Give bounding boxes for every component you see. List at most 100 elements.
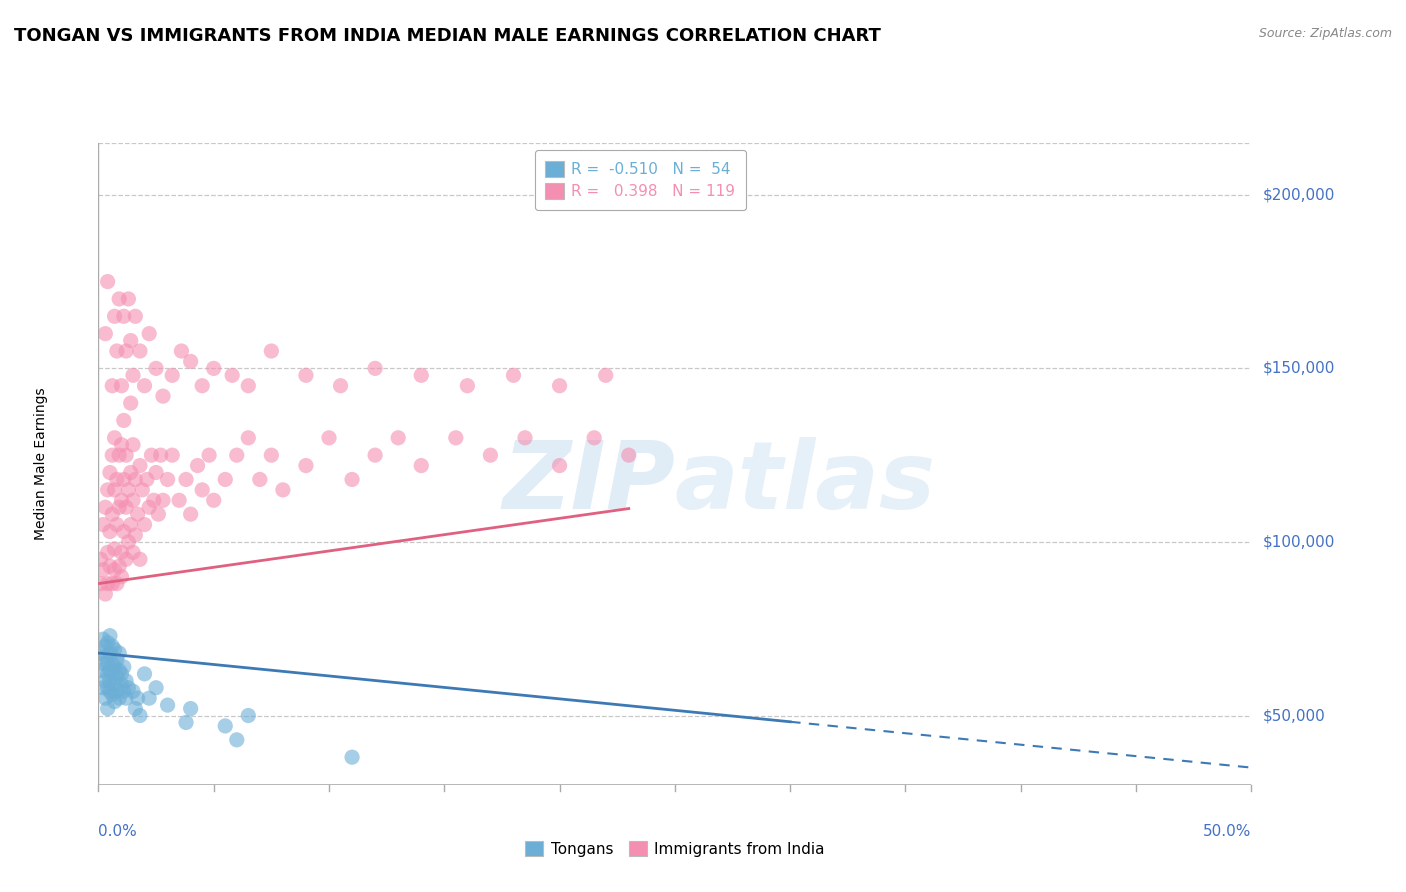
Point — [98, 559, 121, 574]
Point — [134, 517, 156, 532]
Point — [115, 500, 138, 515]
Point — [129, 552, 152, 566]
Point — [103, 677, 125, 691]
Point — [122, 493, 145, 508]
Point — [94, 587, 117, 601]
Point — [129, 708, 152, 723]
Point — [120, 466, 142, 480]
Point — [90, 646, 112, 660]
Point — [411, 458, 433, 473]
Text: $200,000: $200,000 — [1263, 187, 1334, 202]
Point — [108, 448, 131, 462]
Point — [145, 681, 167, 695]
Point — [134, 666, 156, 681]
Point — [97, 483, 120, 497]
Point — [122, 368, 145, 383]
Legend: Tongans, Immigrants from India: Tongans, Immigrants from India — [515, 830, 835, 867]
Point — [198, 448, 221, 462]
Point — [364, 361, 387, 376]
Point — [110, 493, 132, 508]
Point — [548, 458, 571, 473]
Point — [103, 563, 125, 577]
Point — [180, 354, 202, 368]
Point — [249, 473, 271, 487]
Point — [117, 535, 139, 549]
Point — [180, 701, 202, 715]
Point — [101, 507, 124, 521]
Point — [112, 413, 135, 427]
Point — [101, 576, 124, 591]
Point — [502, 368, 524, 383]
Point — [103, 695, 125, 709]
Point — [238, 708, 260, 723]
Point — [174, 473, 197, 487]
Point — [115, 448, 138, 462]
Point — [94, 500, 117, 515]
Point — [90, 576, 112, 591]
Point — [513, 431, 536, 445]
Point — [191, 378, 214, 392]
Point — [260, 344, 283, 359]
Point — [117, 292, 139, 306]
Point — [105, 473, 128, 487]
Point — [90, 552, 112, 566]
Point — [108, 559, 131, 574]
Point — [411, 368, 433, 383]
Point — [110, 677, 132, 691]
Point — [329, 378, 352, 392]
Point — [103, 660, 125, 674]
Point — [124, 528, 146, 542]
Point — [108, 500, 131, 515]
Point — [97, 666, 120, 681]
Point — [94, 649, 117, 664]
Point — [98, 673, 121, 688]
Text: $50,000: $50,000 — [1263, 708, 1326, 723]
Point — [115, 673, 138, 688]
Point — [94, 673, 117, 688]
Point — [160, 368, 183, 383]
Point — [295, 368, 318, 383]
Point — [101, 448, 124, 462]
Point — [94, 691, 117, 706]
Point — [112, 524, 135, 539]
Point — [131, 483, 153, 497]
Text: $150,000: $150,000 — [1263, 361, 1334, 376]
Point — [112, 310, 135, 324]
Point — [134, 378, 156, 392]
Point — [101, 657, 124, 671]
Point — [145, 466, 167, 480]
Point — [129, 458, 152, 473]
Point — [191, 483, 214, 497]
Point — [112, 473, 135, 487]
Point — [112, 660, 135, 674]
Point — [187, 458, 209, 473]
Point — [112, 684, 135, 698]
Point — [94, 639, 117, 653]
Point — [110, 545, 132, 559]
Point — [238, 378, 260, 392]
Point — [105, 684, 128, 698]
Point — [110, 666, 132, 681]
Text: $100,000: $100,000 — [1263, 534, 1334, 549]
Point — [167, 493, 190, 508]
Point — [149, 448, 172, 462]
Point — [91, 657, 114, 671]
Point — [91, 632, 114, 647]
Point — [120, 517, 142, 532]
Text: ZIP: ZIP — [502, 437, 675, 529]
Point — [97, 635, 120, 649]
Point — [138, 500, 160, 515]
Point — [97, 576, 120, 591]
Point — [152, 493, 174, 508]
Point — [115, 344, 138, 359]
Point — [124, 701, 146, 715]
Point — [127, 507, 149, 521]
Point — [202, 493, 225, 508]
Point — [105, 344, 128, 359]
Point — [238, 431, 260, 445]
Point — [214, 719, 236, 733]
Point — [97, 701, 120, 715]
Point — [101, 378, 124, 392]
Point — [101, 639, 124, 653]
Point — [444, 431, 467, 445]
